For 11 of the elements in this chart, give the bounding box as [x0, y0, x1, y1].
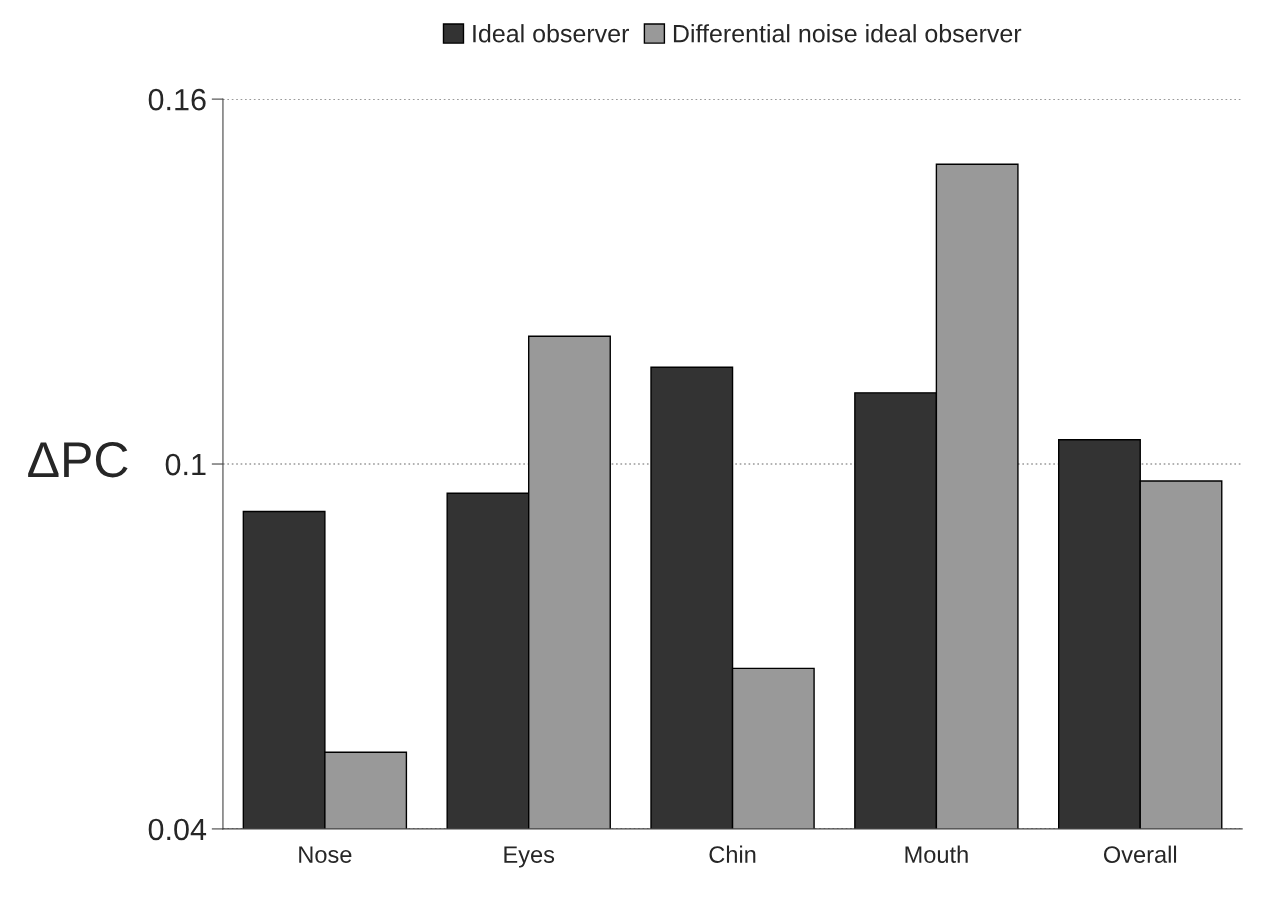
legend-label: Differential noise ideal observer [673, 24, 1022, 43]
y-axis-title: ΔPC [28, 442, 128, 478]
y-tick-label: 0.16 [148, 88, 206, 111]
x-tick-label: Chin [709, 845, 756, 863]
y-tick-label: 0.1 [165, 453, 206, 476]
x-tick-label: Mouth [905, 845, 968, 863]
x-tick-label: Eyes [504, 846, 555, 868]
x-tick-label: Overall [1103, 845, 1177, 863]
x-tick-label: Nose [299, 846, 352, 863]
legend-label: Ideal observer [473, 24, 629, 43]
y-tick-label: 0.04 [148, 818, 207, 841]
